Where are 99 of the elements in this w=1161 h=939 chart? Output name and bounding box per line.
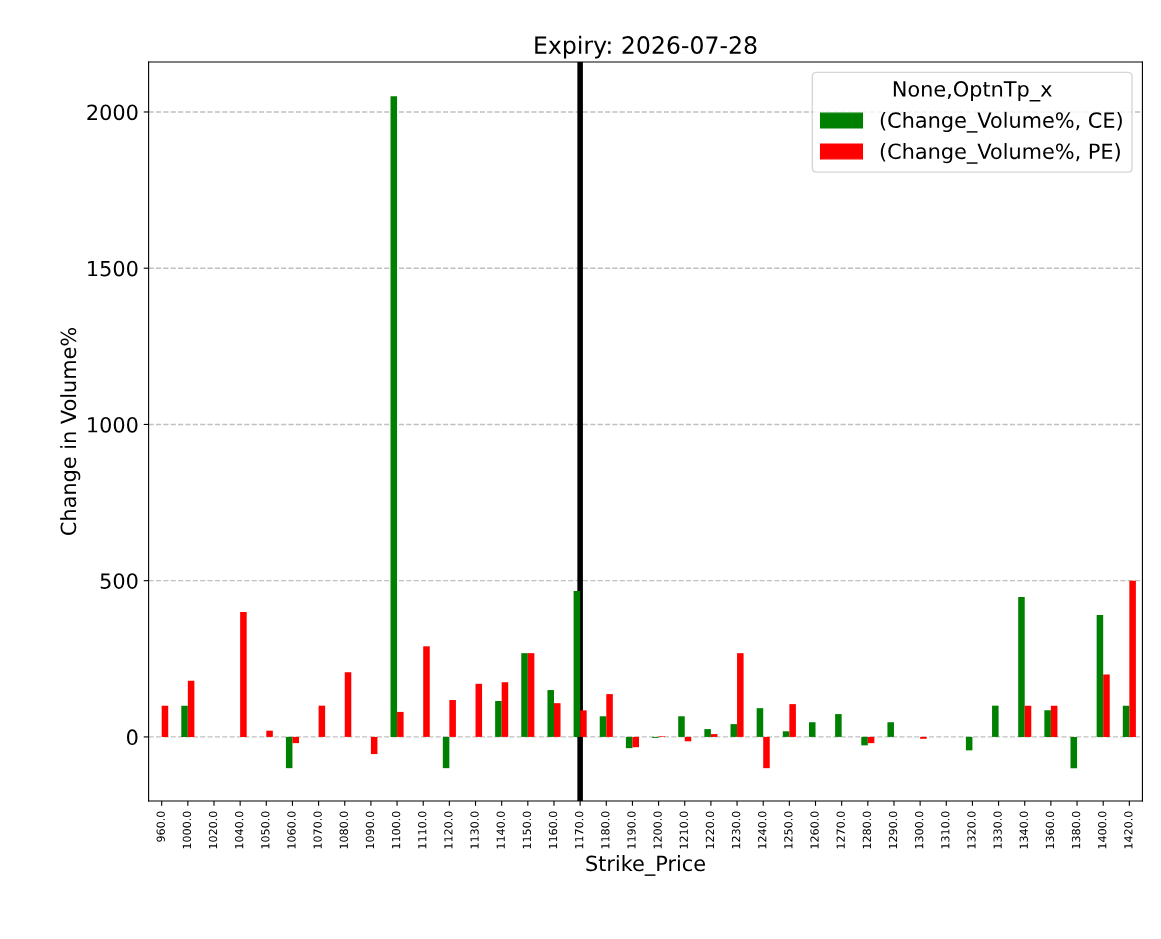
bar: [161, 705, 169, 737]
bar: [1129, 580, 1136, 737]
x-tick-label: 1130.0: [470, 811, 479, 849]
bar: [737, 653, 744, 737]
x-tick-label: 1280.0: [862, 811, 872, 849]
y-tick-label: 500: [100, 573, 138, 589]
x-tick-label: 1100.0: [391, 811, 401, 849]
x-tick-label: 1250.0: [784, 811, 793, 849]
bar: [442, 736, 450, 769]
x-tick-label: 1380.0: [1071, 811, 1081, 849]
bar: [808, 722, 816, 737]
x-tick-label: 1290.0: [888, 811, 898, 849]
bar: [887, 722, 894, 737]
bar: [1044, 710, 1051, 737]
bar: [756, 708, 764, 737]
bar: [181, 705, 188, 737]
bar: [763, 736, 770, 769]
x-tick-label: 1140.0: [496, 811, 505, 849]
bar: [632, 736, 639, 748]
x-tick-label: 1110.0: [418, 811, 427, 849]
bar: [318, 705, 326, 737]
bar: [397, 711, 404, 737]
bar: [710, 734, 718, 737]
bar: [240, 611, 247, 737]
bar: [266, 730, 273, 737]
bar: [1070, 736, 1078, 769]
x-tick-label: 1310.0: [941, 811, 950, 849]
y-tick-label: 1000: [88, 416, 138, 433]
x-tick-label: 1160.0: [548, 811, 558, 849]
x-tick-label: 960.0: [156, 811, 165, 842]
x-tick-label: 1080.0: [339, 811, 348, 849]
x-tick-label: 1240.0: [758, 811, 767, 849]
bar: [704, 729, 711, 737]
bar: [1122, 705, 1130, 737]
legend-label: (Change_Volume%, CE): [880, 111, 1122, 133]
x-tick-label: 1050.0: [261, 811, 270, 849]
bar: [1096, 615, 1104, 737]
x-tick-label: 1340.0: [1019, 811, 1028, 849]
bar: [599, 716, 607, 737]
x-axis-title: Strike_Price: [586, 855, 705, 876]
bar: [344, 672, 352, 737]
x-tick-label: 1040.0: [234, 811, 244, 849]
bar: [573, 590, 581, 737]
bar: [580, 710, 587, 737]
y-tick-label: 2000: [87, 104, 138, 121]
x-tick-label: 1070.0: [313, 811, 322, 849]
x-tick-label: 1210.0: [679, 811, 688, 849]
x-tick-label: 1400.0: [1098, 811, 1107, 849]
y-axis-title: Change in Volume%: [60, 327, 81, 535]
x-tick-label: 1270.0: [836, 811, 845, 849]
bar: [390, 96, 398, 737]
y-tick-label: 1500: [88, 260, 138, 277]
bar: [835, 714, 842, 737]
legend-label: (Change_Volume%, PE): [880, 143, 1120, 164]
legend-title: None,OptnTp_x: [893, 81, 1052, 102]
bar: [449, 700, 456, 737]
bar: [547, 690, 554, 737]
x-tick-label: 1220.0: [705, 811, 715, 849]
bar: [1024, 705, 1032, 737]
bar: [475, 683, 483, 737]
x-tick-label: 1230.0: [731, 811, 741, 849]
bar: [1018, 596, 1025, 737]
bar: [678, 716, 685, 737]
x-tick-label: 1090.0: [365, 811, 375, 849]
bar: [187, 680, 195, 737]
bar: [521, 653, 528, 737]
bar: [789, 704, 796, 737]
x-tick-label: 1320.0: [967, 811, 976, 849]
x-tick-label: 1120.0: [444, 811, 453, 849]
bar: [992, 705, 999, 737]
bar: [861, 736, 868, 746]
x-tick-label: 1330.0: [993, 811, 1002, 849]
x-tick-label: 1150.0: [522, 811, 532, 849]
bar: [370, 736, 378, 755]
bar: [1050, 705, 1058, 737]
bar: [527, 653, 535, 737]
x-tick-label: 1000.0: [182, 811, 192, 849]
bar: [423, 646, 430, 737]
bar: [606, 694, 613, 737]
chart-title: Expiry: 2026-07-28: [535, 35, 757, 59]
x-tick-label: 1260.0: [810, 811, 819, 849]
x-tick-label: 1060.0: [287, 811, 296, 849]
bar: [730, 724, 738, 737]
bar: [1103, 674, 1110, 737]
x-tick-label: 1200.0: [653, 811, 662, 849]
x-tick-label: 1300.0: [914, 811, 924, 849]
x-tick-label: 1420.0: [1124, 811, 1133, 849]
bar: [495, 700, 502, 737]
x-tick-label: 1360.0: [1045, 811, 1055, 849]
x-tick-label: 1020.0: [208, 811, 218, 849]
bar: [782, 731, 790, 737]
bar: [285, 736, 293, 769]
x-tick-label: 1190.0: [627, 811, 636, 849]
x-tick-label: 1170.0: [574, 811, 584, 849]
bar: [501, 682, 509, 737]
bar: [292, 736, 299, 744]
x-tick-label: 1180.0: [601, 811, 610, 849]
y-tick-label: 0: [127, 729, 138, 746]
bar: [553, 703, 561, 737]
